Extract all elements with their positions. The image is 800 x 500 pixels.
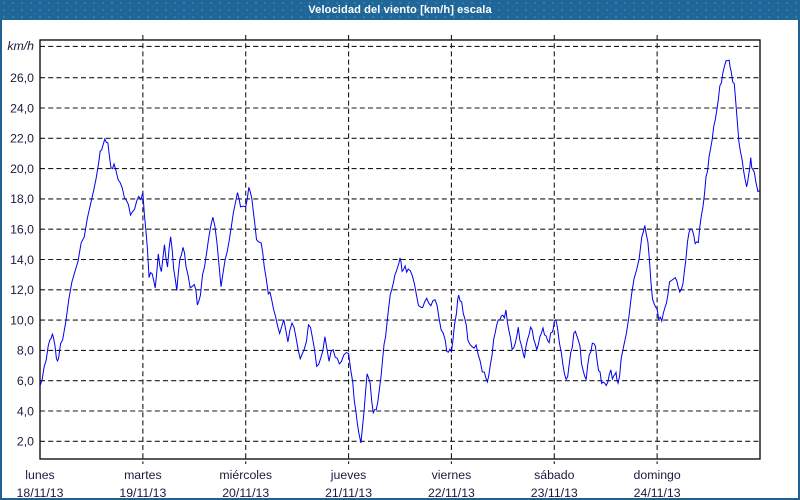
svg-text:10,0: 10,0 [10,313,34,327]
svg-text:viernes: viernes [432,468,472,482]
svg-text:20/11/13: 20/11/13 [222,486,269,500]
svg-text:jueves: jueves [330,468,367,482]
svg-text:miércoles: miércoles [219,468,272,482]
svg-text:24/11/13: 24/11/13 [634,486,681,500]
svg-text:16,0: 16,0 [10,223,34,237]
svg-text:lunes: lunes [25,468,54,482]
svg-text:21/11/13: 21/11/13 [325,486,372,500]
svg-text:6,0: 6,0 [17,374,34,388]
svg-text:12,0: 12,0 [10,283,34,297]
svg-text:26,0: 26,0 [10,71,34,85]
svg-text:2,0: 2,0 [17,435,34,449]
svg-text:km/h: km/h [7,39,34,53]
svg-text:8,0: 8,0 [17,344,34,358]
svg-text:24,0: 24,0 [10,101,34,115]
svg-text:22,0: 22,0 [10,132,34,146]
svg-text:14,0: 14,0 [10,253,34,267]
svg-text:4,0: 4,0 [17,404,34,418]
svg-text:20,0: 20,0 [10,162,34,176]
svg-text:18,0: 18,0 [10,192,34,206]
svg-text:domingo: domingo [634,468,681,482]
svg-text:sábado: sábado [534,468,575,482]
svg-text:martes: martes [124,468,162,482]
svg-text:18/11/13: 18/11/13 [17,486,64,500]
svg-text:19/11/13: 19/11/13 [119,486,166,500]
svg-text:23/11/13: 23/11/13 [531,486,578,500]
svg-text:22/11/13: 22/11/13 [428,486,475,500]
